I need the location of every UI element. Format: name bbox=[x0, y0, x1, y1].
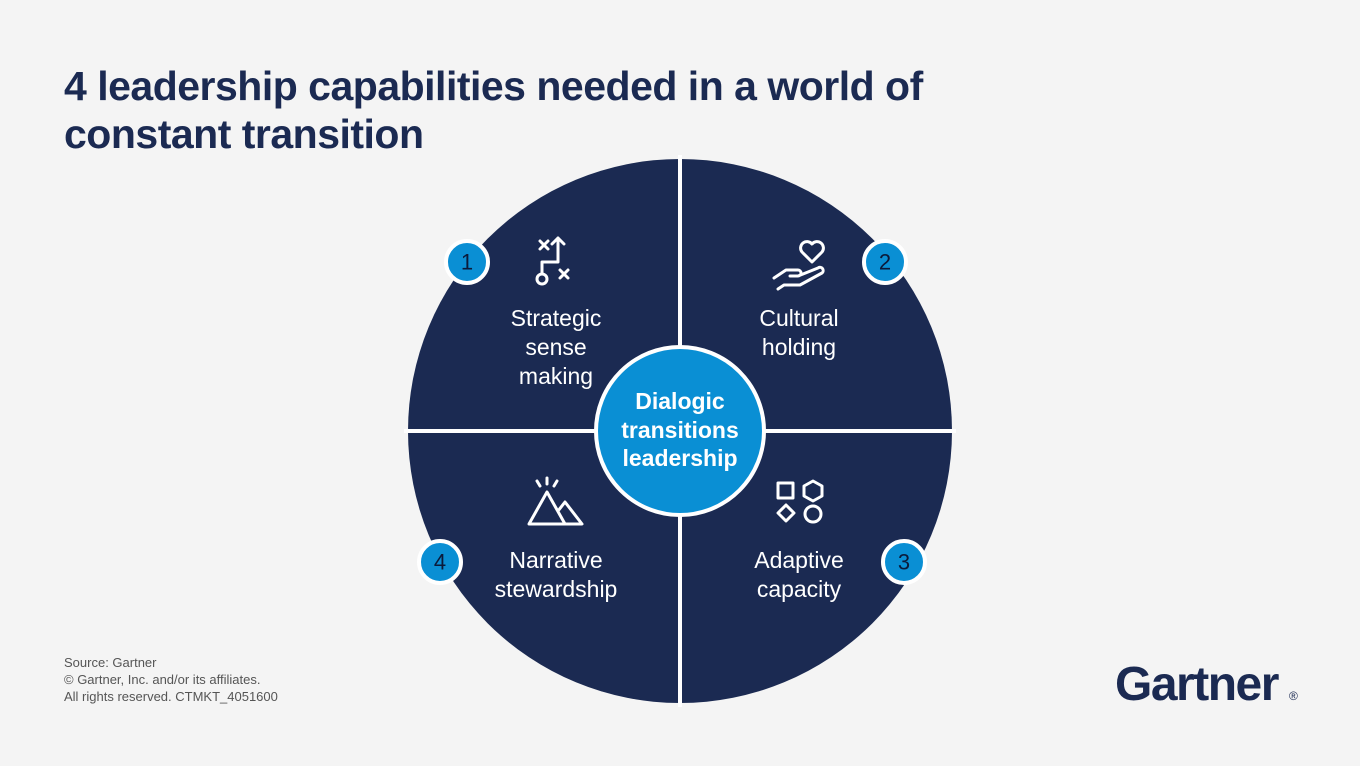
number-badge bbox=[881, 539, 927, 585]
center-circle bbox=[594, 345, 766, 517]
quadrant-label: stewardship bbox=[495, 576, 618, 602]
footer-line: © Gartner, Inc. and/or its affiliates. bbox=[64, 672, 261, 687]
center-label: Dialogic bbox=[635, 388, 725, 414]
quadrant-label: Strategic bbox=[511, 305, 602, 331]
title-line: 4 leadership capabilities needed in a wo… bbox=[64, 63, 924, 109]
quadrant-label: making bbox=[519, 363, 593, 389]
number-badge bbox=[417, 539, 463, 585]
quadrant-label: Cultural bbox=[759, 305, 838, 331]
quadrant-label: sense bbox=[525, 334, 586, 360]
center-label: leadership bbox=[622, 445, 737, 471]
logo: Gartner bbox=[1115, 658, 1279, 711]
footer-line: Source: Gartner bbox=[64, 655, 157, 670]
number-badge bbox=[444, 239, 490, 285]
number: 2 bbox=[879, 250, 891, 275]
mountain-icon bbox=[527, 476, 584, 526]
quadrant-label: Adaptive bbox=[754, 547, 844, 573]
title-line: constant transition bbox=[64, 111, 424, 157]
footer-line: All rights reserved. CTMKT_4051600 bbox=[64, 689, 278, 704]
hand-heart-icon bbox=[772, 240, 825, 291]
number: 3 bbox=[898, 550, 910, 575]
logo-mark: ® bbox=[1289, 689, 1298, 703]
quadrant-label: capacity bbox=[757, 576, 842, 602]
shapes-icon bbox=[776, 479, 824, 524]
number: 4 bbox=[434, 550, 446, 575]
quadrant-label: Narrative bbox=[509, 547, 602, 573]
number: 1 bbox=[461, 250, 473, 275]
number-badge bbox=[862, 239, 908, 285]
strategy-icon bbox=[535, 236, 570, 286]
quadrant-label: holding bbox=[762, 334, 836, 360]
center-label: transitions bbox=[621, 417, 739, 443]
